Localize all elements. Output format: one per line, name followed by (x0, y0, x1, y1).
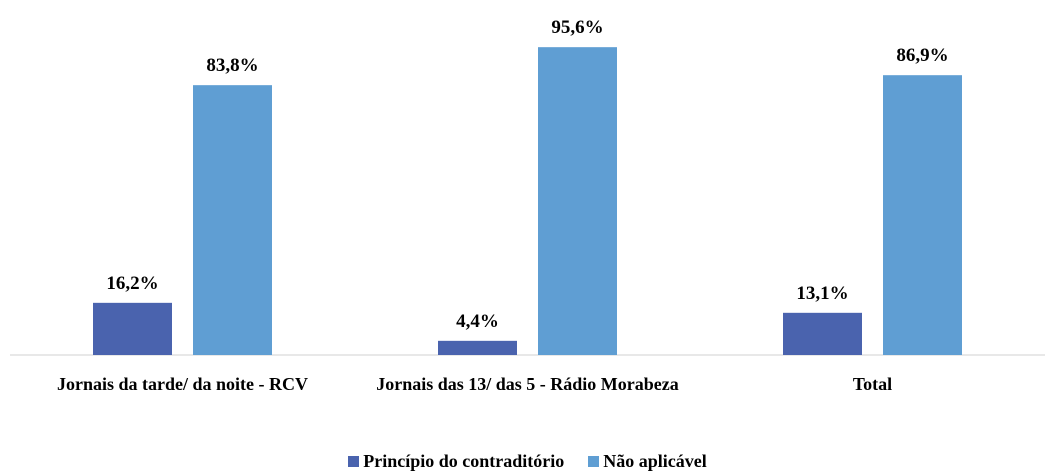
legend-item: Princípio do contraditório (348, 451, 564, 472)
data-label: 83,8% (206, 55, 258, 76)
legend-label: Não aplicável (603, 451, 707, 471)
bar (883, 75, 962, 355)
legend-label: Princípio do contraditório (363, 451, 565, 471)
x-tick-label: Jornais das 13/ das 5 - Rádio Morabeza (376, 374, 679, 394)
legend-swatch (588, 456, 600, 467)
bar (783, 312, 862, 355)
data-label: 95,6% (551, 17, 603, 38)
legend-swatch (348, 456, 360, 467)
legend-item: Não aplicável (588, 451, 707, 472)
data-label: 86,9% (896, 45, 948, 66)
x-tick-label: Jornais da tarde/ da noite - RCV (57, 374, 308, 394)
data-label: 13,1% (796, 283, 848, 304)
data-label: 16,2% (106, 273, 158, 294)
bar (193, 85, 272, 355)
bar (538, 47, 617, 355)
data-label: 4,4% (456, 311, 499, 332)
x-tick-label: Total (852, 374, 893, 394)
legend: Princípio do contraditório Não aplicável (0, 451, 1055, 472)
bar (93, 302, 172, 355)
bar (438, 340, 517, 355)
